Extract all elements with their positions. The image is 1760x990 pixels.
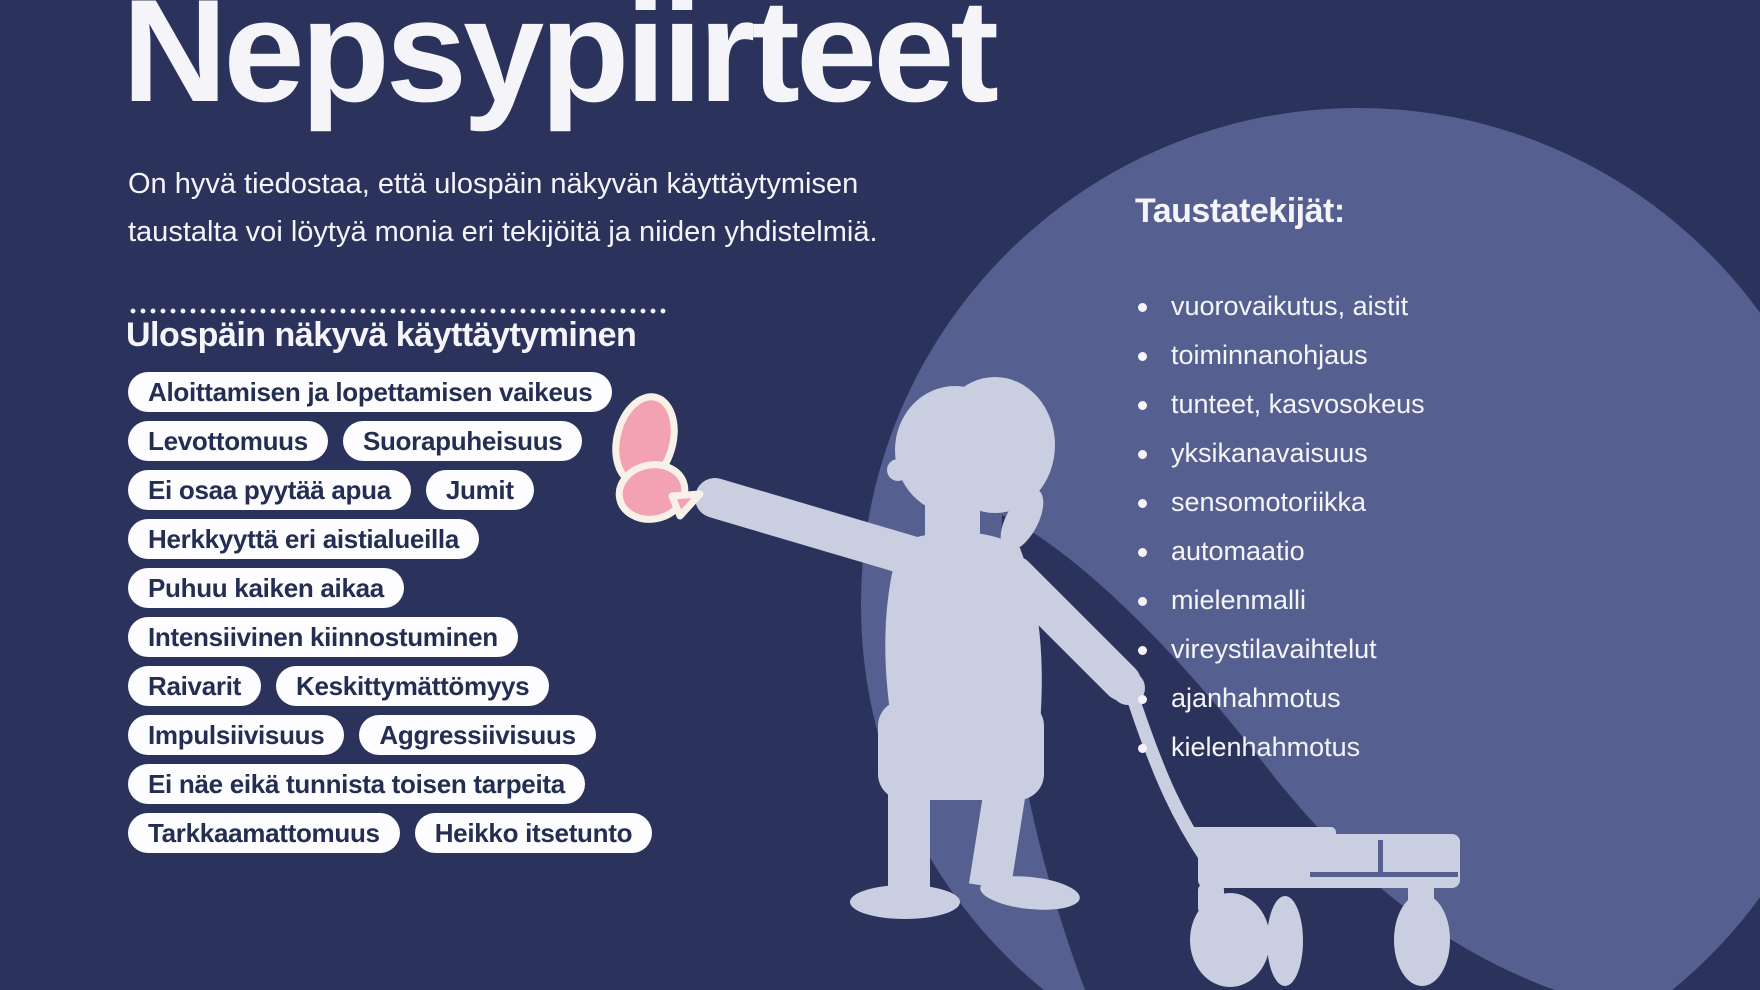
- factor-item-label: sensomotoriikka: [1171, 487, 1367, 517]
- behaviors-heading: Ulospäin näkyvä käyttäytyminen: [126, 316, 637, 354]
- factor-item: kielenhahmotus: [1135, 723, 1615, 772]
- behavior-pill-row: Intensiivinen kiinnostuminen: [128, 617, 748, 657]
- behavior-pill: Jumit: [425, 470, 534, 510]
- child-silhouette: [695, 377, 1145, 919]
- factors-heading: Taustatekijät:: [1135, 192, 1345, 230]
- factor-item-label: automaatio: [1171, 536, 1305, 566]
- factor-item: ajanhahmotus: [1135, 674, 1615, 723]
- behavior-pill-row: Ei osaa pyytää apua Jumit: [128, 470, 748, 510]
- butterfly-icon: [612, 393, 704, 523]
- behavior-pill: Herkkyyttä eri aistialueilla: [128, 519, 480, 559]
- behavior-pill: Intensiivinen kiinnostuminen: [128, 617, 518, 657]
- factor-item: vuorovaikutus, aistit: [1135, 282, 1615, 331]
- behavior-pill: Puhuu kaiken aikaa: [128, 568, 404, 608]
- behavior-pill-list: Aloittamisen ja lopettamisen vaikeus Lev…: [128, 372, 748, 862]
- factor-item: toiminnanohjaus: [1135, 331, 1615, 380]
- factor-item-label: kielenhahmotus: [1171, 732, 1361, 762]
- behavior-pill-row: Raivarit Keskittymättömyys: [128, 666, 748, 706]
- factor-item-label: toiminnanohjaus: [1171, 340, 1368, 370]
- wagon-icon: [1186, 827, 1460, 987]
- factor-item-label: mielenmalli: [1171, 585, 1307, 615]
- behavior-pill: Aloittamisen ja lopettamisen vaikeus: [128, 372, 613, 412]
- behavior-pill: Keskittymättömyys: [275, 666, 550, 706]
- behavior-pill: Levottomuus: [128, 421, 328, 461]
- behavior-pill: Suorapuheisuus: [342, 421, 583, 461]
- background-factors-section: Taustatekijät: vuorovaikutus, aistit toi…: [1135, 192, 1615, 772]
- intro-line-2: taustalta voi löytyä monia eri tekijöitä…: [128, 216, 878, 248]
- factor-item: tunteet, kasvosokeus: [1135, 380, 1615, 429]
- behavior-pill-row: Impulsiivisuus Aggressiivisuus: [128, 715, 748, 755]
- behavior-pill: Tarkkaamattomuus: [128, 813, 400, 853]
- page-title: Nepsypiirteet: [122, 0, 999, 132]
- behavior-pill-row: Ei näe eikä tunnista toisen tarpeita: [128, 764, 748, 804]
- factor-item: yksikanavaisuus: [1135, 429, 1615, 478]
- behavior-pill-row: Tarkkaamattomuus Heikko itsetunto: [128, 813, 748, 853]
- shadow-swath: [1001, 515, 1555, 990]
- factor-item: mielenmalli: [1135, 576, 1615, 625]
- factor-item-label: tunteet, kasvosokeus: [1171, 389, 1425, 419]
- intro-text: On hyvä tiedostaa, että ulospäin näkyvän…: [128, 160, 878, 256]
- intro-line-1: On hyvä tiedostaa, että ulospäin näkyvän…: [128, 168, 859, 200]
- factor-item-label: ajanhahmotus: [1171, 683, 1341, 713]
- behavior-pill-row: Levottomuus Suorapuheisuus: [128, 421, 748, 461]
- behavior-pill: Ei näe eikä tunnista toisen tarpeita: [128, 764, 585, 804]
- factor-item: automaatio: [1135, 527, 1615, 576]
- factor-item-label: vireystilavaihtelut: [1171, 634, 1377, 664]
- factor-item: vireystilavaihtelut: [1135, 625, 1615, 674]
- factor-item: sensomotoriikka: [1135, 478, 1615, 527]
- behavior-pill: Ei osaa pyytää apua: [128, 470, 411, 510]
- behavior-pill-row: Herkkyyttä eri aistialueilla: [128, 519, 748, 559]
- behavior-pill: Heikko itsetunto: [414, 813, 653, 853]
- dotted-divider: [128, 308, 668, 314]
- behavior-pill: Impulsiivisuus: [128, 715, 345, 755]
- behavior-pill-row: Puhuu kaiken aikaa: [128, 568, 748, 608]
- behavior-pill-row: Aloittamisen ja lopettamisen vaikeus: [128, 372, 748, 412]
- factor-item-label: vuorovaikutus, aistit: [1171, 291, 1409, 321]
- factor-item-label: yksikanavaisuus: [1171, 438, 1368, 468]
- wagon-handle: [1125, 688, 1214, 867]
- behavior-pill: Aggressiivisuus: [359, 715, 596, 755]
- factors-list: vuorovaikutus, aistit toiminnanohjaus tu…: [1135, 282, 1615, 772]
- behavior-pill: Raivarit: [128, 666, 261, 706]
